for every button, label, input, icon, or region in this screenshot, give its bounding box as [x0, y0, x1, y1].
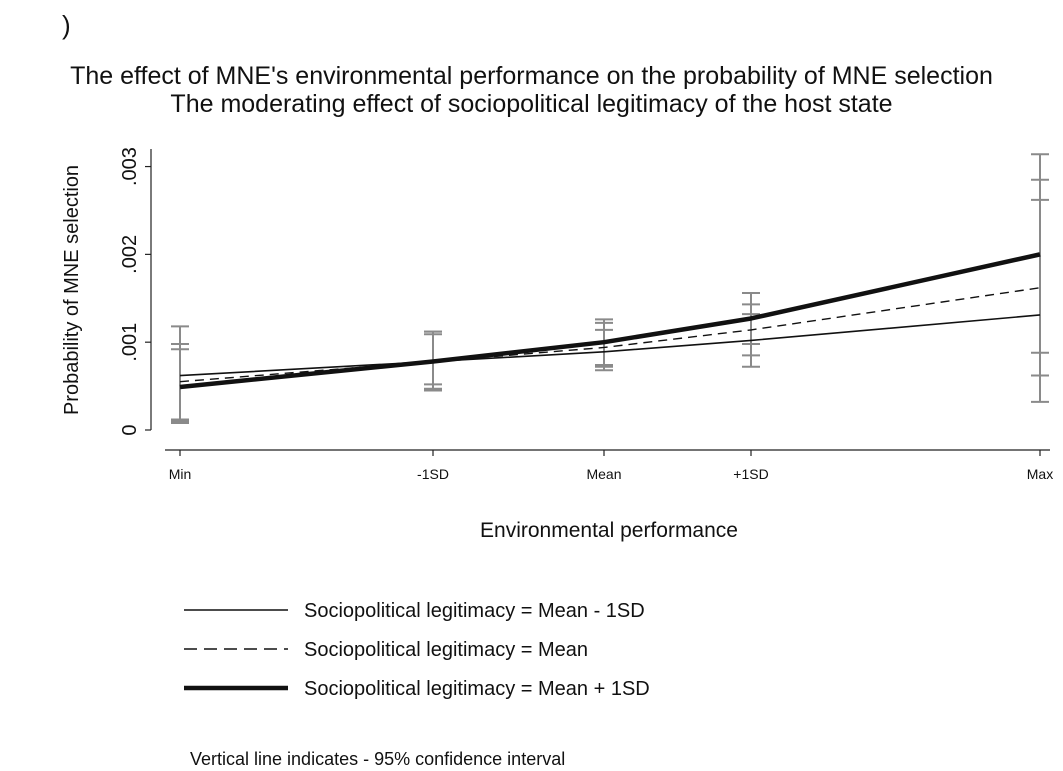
x-tick-label: Min	[169, 466, 192, 482]
x-axis-label: Environmental performance	[480, 519, 738, 542]
x-tick-label: +1SD	[733, 466, 768, 482]
chart-canvas: 0 .001 .002 .003 Probability of MNE selectio…	[61, 147, 1053, 700]
y-tick-label: .001	[119, 323, 141, 362]
chart-title: The effect of MNE's environmental perfor…	[70, 62, 993, 90]
x-tick-label: Max	[1027, 466, 1053, 482]
panel-mark: )	[62, 10, 71, 40]
legend-label: Sociopolitical legitimacy = Mean	[304, 639, 588, 661]
series-line	[179, 252, 1041, 390]
series-line	[179, 314, 1041, 377]
y-tick-label: .002	[119, 235, 141, 274]
y-tick-label: .003	[119, 147, 141, 186]
chart-subtitle: The moderating effect of sociopolitical …	[170, 90, 893, 118]
x-tick-label: -1SD	[417, 466, 449, 482]
legend-label: Sociopolitical legitimacy = Mean + 1SD	[304, 678, 650, 700]
x-tick-label: Mean	[586, 466, 621, 482]
y-axis-label: Probability of MNE selection	[61, 165, 83, 415]
y-tick-label: 0	[119, 424, 141, 435]
confidence-interval-note: Vertical line indicates - 95% confidence…	[190, 749, 566, 769]
legend-label: Sociopolitical legitimacy = Mean - 1SD	[304, 600, 645, 622]
